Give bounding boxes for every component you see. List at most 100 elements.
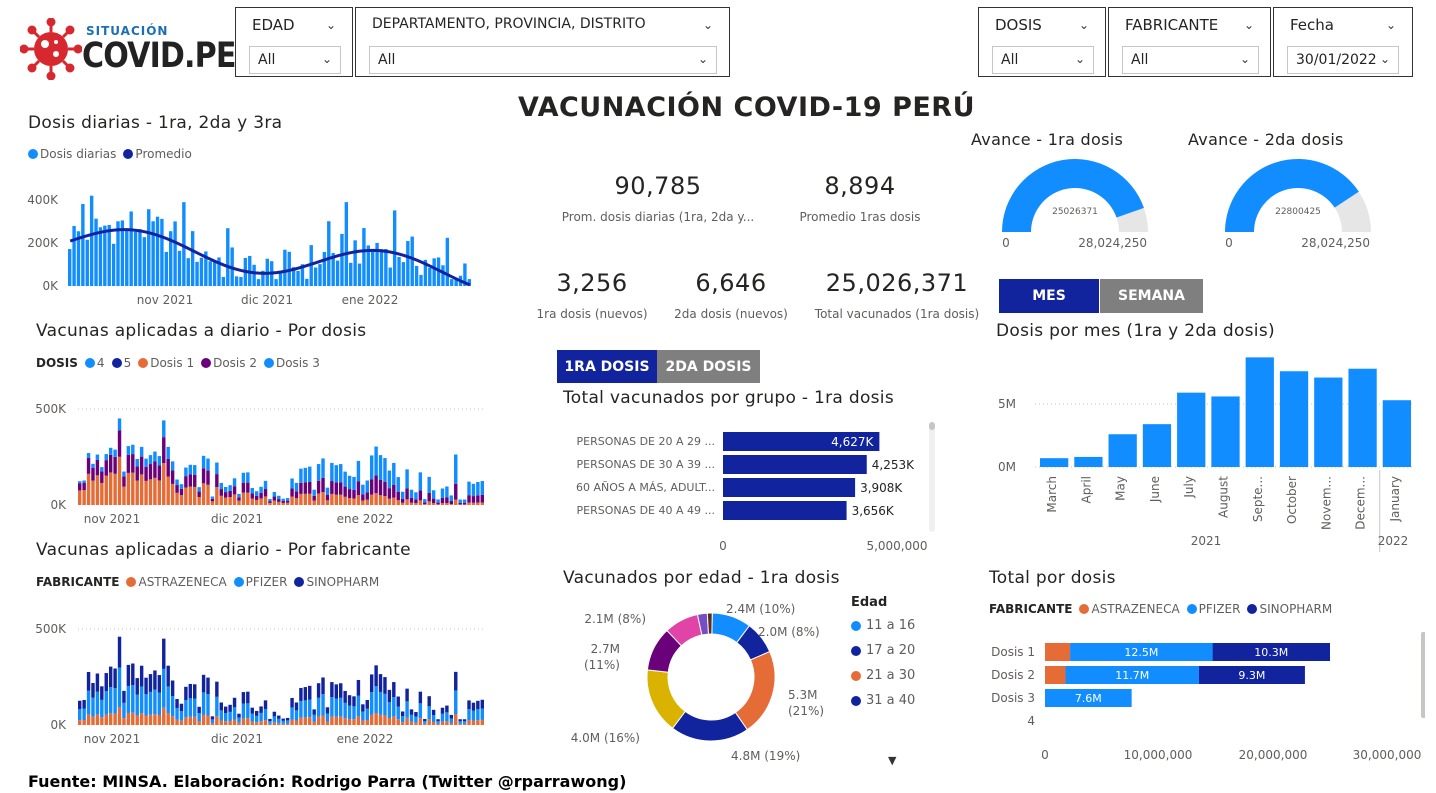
legend-item[interactable]: 4 [84,356,105,370]
stacked-bar-segment [91,683,95,698]
legend-item[interactable]: ASTRAZENECA [1079,602,1180,616]
stacked-bar-segment [440,721,445,725]
total-dosis-plot[interactable]: Dosis 1 12.5M 10.3M Dosis 2 11.7M 9.3M Dosis 3… [985,630,1425,770]
stacked-bar-segment [86,457,91,474]
legend-item[interactable]: 17 a 20 [851,643,915,658]
stacked-bar-segment [126,685,131,713]
legend-item[interactable]: SINOPHARM [294,575,379,589]
stacked-bar-segment [423,499,427,503]
gauge-value: 22800425 [1275,207,1321,217]
chevron-down-icon[interactable]: ⌄ [702,18,713,32]
stacked-bar-segment [471,496,476,503]
chevron-down-icon[interactable]: ⌄ [1078,18,1089,32]
daily-bar [195,261,199,286]
dosis-bar-segment [1212,643,1330,661]
legend-item[interactable]: SINOPHARM [1247,602,1332,616]
monthly-chart-plot[interactable]: 5M 0M March April May June July August Septe... O… [990,340,1415,555]
stacked-bar-segment [188,464,193,475]
stacked-bar-segment [303,493,308,505]
daily-bar [98,227,103,286]
legend-item[interactable]: PFIZER [1186,602,1240,616]
stacked-bar-segment [246,703,250,719]
group-chart-plot[interactable]: PERSONAS DE 20 A 29 ... 4,627K PERSONAS DE… [560,420,940,560]
dosis-slicer[interactable]: DOSIS ⌄ All ⌄ [978,7,1106,77]
stacked-bar-segment [113,713,117,725]
stacked-bar-segment [378,691,383,715]
stacked-bar-segment [361,500,365,505]
stacked-bar-segment [396,477,400,492]
stacked-bar-segment [175,719,179,725]
legend-item[interactable]: Dosis 3 [263,356,320,370]
fabricante-select[interactable]: All ⌄ [1122,46,1259,74]
semana-button[interactable]: SEMANA [1100,279,1203,313]
stacked-bar-segment [462,502,467,505]
stacked-bar-segment [361,704,365,712]
stacked-bar-segment [476,495,480,503]
2da-dosis-button[interactable]: 2DA DOSIS [657,350,760,383]
mes-button[interactable]: MES [999,279,1099,313]
legend-scroll-down-icon[interactable]: ▼ [888,754,897,767]
stacked-bar-segment [308,481,312,494]
stacked-bar-segment [144,715,148,725]
chart2-plot[interactable]: 500K 0K nov 2021 dic 2021 ene 2022 [20,395,500,530]
stacked-bar-segment [356,495,361,505]
daily-bar [291,267,296,286]
y-tick-label: 200K [27,236,59,250]
legend-item[interactable]: 11 a 16 [851,618,915,633]
fabricante-slicer[interactable]: FABRICANTE ⌄ All ⌄ [1108,7,1271,77]
dosis-select[interactable]: All ⌄ [992,46,1094,74]
stacked-bar-segment [135,715,139,725]
ubicacion-select[interactable]: All ⌄ [369,46,717,74]
stacked-bar-segment [321,492,325,505]
stacked-bar-segment [352,719,356,725]
legend-item[interactable]: Dosis 1 [138,356,194,370]
month-label: Decem... [1354,476,1368,530]
ubicacion-slicer[interactable]: DEPARTAMENTO, PROVINCIA, DISTRITO ⌄ All … [355,7,730,77]
legend-item[interactable]: ASTRAZENECA [126,575,227,589]
donut-chart[interactable]: 2.4M (10%) 2.0M (8%) 5.3M (21%) 4.8M (19%) 4.… [556,595,846,770]
legend-item[interactable]: 31 a 40 [851,693,915,708]
stacked-bar-segment [157,692,162,716]
legend-item[interactable]: PFIZER [233,575,287,589]
stacked-bar-segment [104,673,108,692]
legend-item[interactable]: Promedio [123,147,192,161]
chart2-legend-title: DOSIS [36,356,78,370]
chevron-down-icon[interactable]: ⌄ [1243,18,1254,32]
gauge1[interactable]: 25026371 0 28,024,250 [985,152,1165,252]
stacked-bar-segment [135,480,139,505]
stacked-bar-segment [254,491,259,496]
stacked-bar-segment [383,481,387,497]
stacked-bar-segment [82,699,86,709]
chevron-down-icon[interactable]: ⌄ [325,18,336,32]
gauge2[interactable]: 22800425 0 28,024,250 [1208,152,1388,252]
1ra-dosis-button[interactable]: 1RA DOSIS [557,350,657,383]
slice-label: 2.1M (8%) [584,612,646,626]
stacked-bar-segment [387,689,392,703]
legend-item[interactable]: 21 a 30 [851,668,915,683]
edad-slicer[interactable]: EDAD ⌄ All ⌄ [235,7,353,77]
stacked-bar-segment [449,722,454,725]
edad-select[interactable]: All ⌄ [249,46,341,74]
stacked-bar-segment [113,688,117,714]
legend-item[interactable]: Dosis diarias [28,147,116,161]
stacked-bar-segment [144,466,148,481]
stacked-bar-segment [241,718,246,725]
stacked-bar-segment [157,480,162,505]
fecha-select[interactable]: 30/01/2022 ⌄ [1287,46,1399,74]
stacked-bar-segment [135,466,139,481]
legend-item[interactable]: Dosis 2 [201,356,257,370]
stacked-bar-segment [405,499,409,505]
stacked-bar-segment [409,489,414,498]
stacked-bar-segment [339,494,343,505]
daily-bar [305,278,309,286]
stacked-bar-segment [476,700,480,710]
stacked-bar-segment [232,478,237,487]
y-tick-label: 0M [998,460,1016,474]
kpi-value: 3,256 [556,269,628,297]
fecha-slicer[interactable]: Fecha ⌄ 30/01/2022 ⌄ [1273,7,1413,77]
chart3-plot[interactable]: 500K 0K nov 2021 dic 2021 ene 2022 [20,615,500,750]
chart1-plot[interactable]: 400K 200K 0K nov 2021 dic 2021 ene 2022 [20,180,500,320]
chevron-down-icon[interactable]: ⌄ [1385,18,1396,32]
stacked-bar-segment [400,498,405,503]
legend-item[interactable]: 5 [111,356,131,370]
